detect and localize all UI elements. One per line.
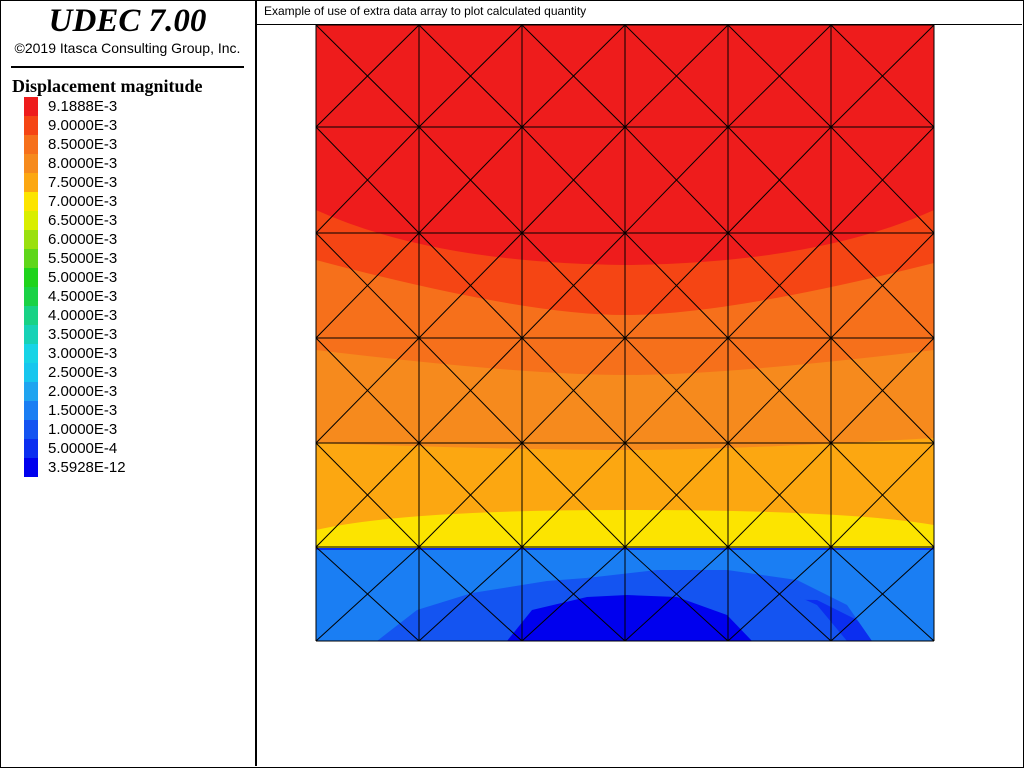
legend-swatch <box>24 211 38 230</box>
legend-label: 2.0000E-3 <box>48 383 118 400</box>
legend-panel: UDEC 7.00 ©2019 Itasca Consulting Group,… <box>0 0 257 766</box>
mesh-diagonal <box>727 337 832 444</box>
legend-swatch <box>24 97 38 116</box>
mesh-diagonal <box>624 337 729 444</box>
mesh-diagonal <box>315 126 420 234</box>
mesh-diagonal <box>521 25 626 128</box>
legend-swatch <box>24 420 38 439</box>
mesh-diagonal <box>624 126 729 234</box>
legend-label: 3.5928E-12 <box>48 459 126 476</box>
legend-label: 3.5000E-3 <box>48 326 118 343</box>
mesh-diagonal <box>315 25 420 128</box>
mesh-diagonal <box>418 126 523 234</box>
legend-swatch <box>24 401 38 420</box>
mesh-diagonal <box>830 546 935 642</box>
mesh-diagonal <box>418 232 523 339</box>
plot-header: Example of use of extra data array to pl… <box>257 0 1022 25</box>
legend-swatch <box>24 230 38 249</box>
legend-label: 8.5000E-3 <box>48 136 118 153</box>
app-title: UDEC 7.00 <box>48 3 207 39</box>
mesh-diagonal <box>727 232 832 339</box>
legend-label: 3.0000E-3 <box>48 345 118 362</box>
contour-plot <box>315 25 935 642</box>
legend-label: 9.1888E-3 <box>48 98 118 115</box>
legend-swatch <box>24 439 38 458</box>
legend-swatch <box>24 135 38 154</box>
mesh-diagonal <box>418 546 523 642</box>
legend-swatch <box>24 344 38 363</box>
mesh-diagonal <box>521 126 626 234</box>
mesh-diagonal <box>315 442 420 548</box>
legend-label: 9.0000E-3 <box>48 117 118 134</box>
legend-swatch <box>24 458 38 477</box>
legend-label: 6.5000E-3 <box>48 212 118 229</box>
legend-label: 6.0000E-3 <box>48 231 118 248</box>
legend-label: 7.5000E-3 <box>48 174 118 191</box>
mesh-diagonal <box>727 25 832 128</box>
mesh-diagonal <box>727 126 832 234</box>
mesh-diagonal <box>624 232 729 339</box>
mesh-diagonal <box>521 442 626 548</box>
legend-swatch <box>24 192 38 211</box>
legend-label: 1.5000E-3 <box>48 402 118 419</box>
mesh-diagonal <box>830 442 935 548</box>
legend-swatch <box>24 116 38 135</box>
mesh-diagonal <box>315 546 420 642</box>
mesh-diagonal <box>727 546 832 642</box>
legend-swatch <box>24 382 38 401</box>
legend-swatch <box>24 287 38 306</box>
mesh-diagonal <box>418 442 523 548</box>
mesh-diagonal <box>830 25 935 128</box>
copyright-text: ©2019 Itasca Consulting Group, Inc. <box>14 40 241 56</box>
legend-label: 1.0000E-3 <box>48 421 118 438</box>
legend-swatch <box>24 173 38 192</box>
mesh-diagonal <box>315 232 420 339</box>
legend-label: 7.0000E-3 <box>48 193 118 210</box>
legend-label: 4.5000E-3 <box>48 288 118 305</box>
mesh-diagonal <box>830 337 935 444</box>
mesh-diagonal <box>624 442 729 548</box>
legend-label: 5.0000E-4 <box>48 440 118 457</box>
legend-label: 5.5000E-3 <box>48 250 118 267</box>
legend-swatch <box>24 268 38 287</box>
mesh-diagonal <box>830 126 935 234</box>
legend-label: 5.0000E-3 <box>48 269 118 286</box>
legend-label: 2.5000E-3 <box>48 364 118 381</box>
legend-label: 8.0000E-3 <box>48 155 118 172</box>
mesh-diagonal <box>624 546 729 642</box>
legend-swatch <box>24 249 38 268</box>
legend-swatch <box>24 306 38 325</box>
mesh-diagonal <box>521 546 626 642</box>
mesh-diagonal <box>521 232 626 339</box>
legend-swatch <box>24 325 38 344</box>
mesh-diagonal <box>418 25 523 128</box>
contour-band-blue-light <box>316 550 934 641</box>
mesh-diagonal <box>418 337 523 444</box>
mesh-diagonal <box>830 232 935 339</box>
legend-swatch <box>24 363 38 382</box>
plot-title: Example of use of extra data array to pl… <box>264 4 587 18</box>
mesh-diagonal <box>727 442 832 548</box>
mesh-diagonal <box>315 337 420 444</box>
legend-title: Displacement magnitude <box>12 76 203 96</box>
title-divider <box>11 66 244 68</box>
legend-swatch <box>24 154 38 173</box>
zone-mesh <box>315 25 935 642</box>
legend-label: 4.0000E-3 <box>48 307 118 324</box>
mesh-diagonal <box>624 25 729 128</box>
mesh-diagonal <box>521 337 626 444</box>
